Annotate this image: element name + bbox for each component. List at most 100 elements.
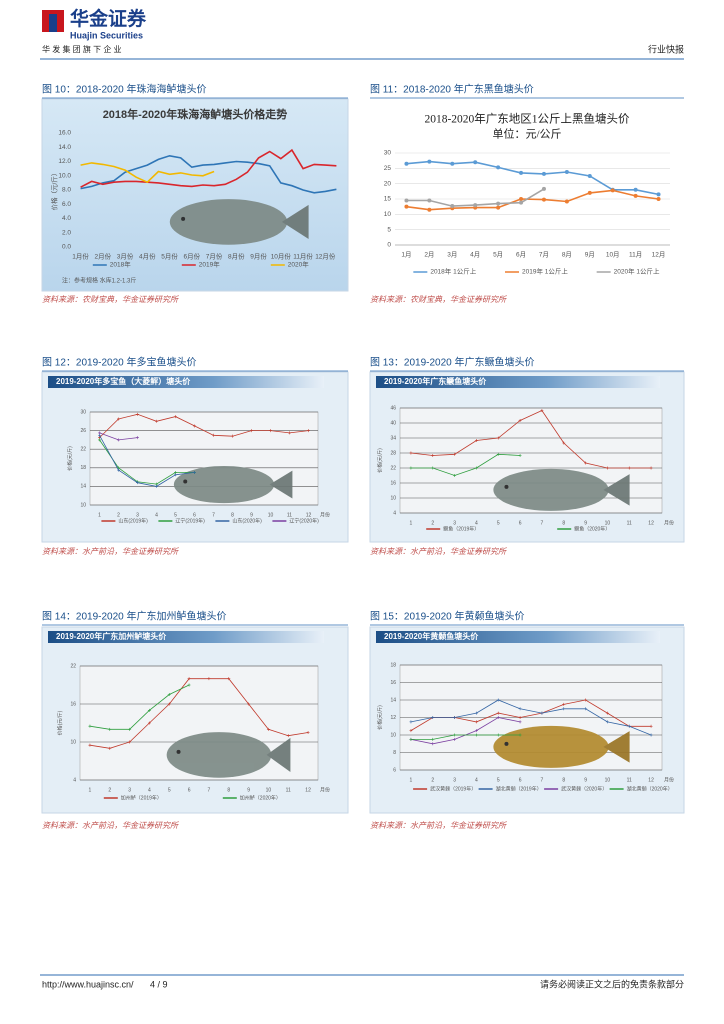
y-tick-label: 16 bbox=[390, 680, 396, 686]
point bbox=[474, 729, 478, 733]
point bbox=[409, 737, 413, 741]
point bbox=[496, 711, 500, 715]
point bbox=[587, 174, 592, 178]
point bbox=[227, 677, 231, 681]
x-tick-label: 8 bbox=[227, 787, 230, 793]
y-tick-label: 10 bbox=[390, 732, 396, 738]
fish-body bbox=[493, 468, 609, 511]
legend-label: 2019年 bbox=[199, 260, 220, 269]
y-tick-label: 30 bbox=[80, 409, 86, 415]
y-axis-label: 价格(元/斤) bbox=[376, 705, 383, 730]
point bbox=[136, 436, 139, 440]
point bbox=[136, 412, 139, 416]
figure-caption: 图 10：2018-2020 年珠海海鲈塘头价 bbox=[42, 83, 207, 96]
x-tick-label: 3 bbox=[453, 520, 456, 526]
fish-body bbox=[166, 732, 272, 778]
point bbox=[108, 727, 112, 731]
point bbox=[474, 720, 478, 724]
legend-label: 鳜鱼（2019年） bbox=[443, 525, 479, 532]
point bbox=[431, 737, 435, 741]
point bbox=[409, 451, 413, 455]
figure-source: 资料来源：水产前沿，华金证券研究所 bbox=[42, 821, 180, 830]
series-line bbox=[89, 678, 309, 749]
chart-title: 2019-2020年广东加州鲈塘头价 bbox=[56, 631, 167, 641]
fish-body bbox=[173, 465, 275, 504]
point bbox=[649, 724, 653, 728]
logo-icon-part bbox=[49, 14, 57, 32]
point bbox=[610, 188, 615, 193]
figure-caption: 图 12：2019-2020 年多宝鱼塘头价 bbox=[42, 356, 197, 369]
y-tick-label: 22 bbox=[80, 447, 86, 453]
y-tick-label: 18 bbox=[80, 465, 86, 471]
point bbox=[453, 733, 457, 737]
fish-photo bbox=[493, 468, 630, 511]
point bbox=[656, 197, 661, 201]
point bbox=[496, 452, 500, 456]
x-tick-label: 2 bbox=[431, 520, 434, 526]
chart: 2019-2020年广东鳜鱼塘头价410162228344046价格(元/斤)月… bbox=[369, 371, 685, 543]
x-tick-label: 2 bbox=[117, 512, 120, 518]
point bbox=[627, 724, 631, 728]
logo-en: Huajin Securities bbox=[70, 30, 143, 40]
y-tick-label: 4 bbox=[393, 510, 396, 516]
point bbox=[540, 711, 544, 715]
x-tick-label: 2 bbox=[431, 777, 434, 783]
y-axis-label: 价格(元/斤) bbox=[56, 710, 63, 735]
x-tick-label: 12 bbox=[306, 512, 312, 518]
point bbox=[409, 729, 413, 733]
series-line bbox=[410, 409, 652, 469]
x-tick-label: 12 bbox=[305, 787, 311, 793]
point bbox=[496, 205, 501, 210]
x-tick-label: 3 bbox=[453, 777, 456, 783]
point bbox=[474, 733, 478, 737]
chart-banner bbox=[376, 376, 660, 388]
series-line bbox=[80, 154, 337, 194]
legend-label: 2018年 1公斤上 bbox=[430, 267, 476, 276]
point bbox=[496, 698, 500, 702]
y-tick-label: 20 bbox=[384, 180, 392, 187]
disclaimer: 请务必阅读正文之后的免责条款部分 bbox=[540, 978, 684, 989]
x-tick-label: 6 bbox=[193, 512, 196, 518]
footer-url: http://www.huajinsc.cn/ bbox=[42, 979, 134, 989]
x-tick-label: 4 bbox=[475, 777, 478, 783]
figure-source: 资料来源：水产前沿，华金证券研究所 bbox=[370, 547, 508, 556]
x-tick-label: 5 bbox=[497, 520, 500, 526]
x-tick-label: 12月份 bbox=[315, 252, 336, 261]
point bbox=[519, 170, 524, 175]
series-line bbox=[99, 413, 309, 438]
point bbox=[473, 203, 478, 208]
y-tick-label: 2.0 bbox=[62, 229, 71, 236]
fish-eye bbox=[183, 479, 188, 484]
y-tick-label: 46 bbox=[390, 405, 396, 411]
x-tick-label: 10 bbox=[268, 512, 274, 518]
y-axis-label: 价格(元/斤) bbox=[66, 446, 73, 471]
point bbox=[562, 702, 566, 706]
figure-caption: 图 11：2018-2020 年广东黑鱼塘头价 bbox=[370, 83, 534, 96]
y-tick-label: 12.0 bbox=[58, 158, 71, 165]
y-tick-label: 15 bbox=[384, 196, 392, 203]
point bbox=[117, 468, 120, 472]
x-tick-label: 2月份 bbox=[95, 252, 112, 261]
x-tick-label: 11 bbox=[287, 512, 292, 518]
point bbox=[128, 740, 132, 744]
point bbox=[584, 707, 588, 711]
point bbox=[88, 724, 92, 728]
chart-banner bbox=[376, 631, 660, 643]
x-tick-label: 11 bbox=[627, 520, 632, 526]
point bbox=[541, 171, 546, 176]
y-tick-label: 14 bbox=[80, 484, 86, 490]
fish-eye bbox=[504, 741, 509, 746]
y-tick-label: 22 bbox=[70, 663, 76, 669]
figure-source: 资料来源：水产前沿，华金证券研究所 bbox=[370, 821, 508, 830]
fish-eye bbox=[181, 216, 186, 221]
y-tick-label: 6.0 bbox=[62, 201, 71, 208]
x-axis-label: 月份 bbox=[664, 519, 674, 526]
fish-tail bbox=[603, 474, 630, 506]
x-tick-label: 2 bbox=[108, 787, 111, 793]
chart-banner bbox=[48, 631, 324, 643]
point bbox=[496, 165, 501, 170]
point bbox=[266, 727, 270, 731]
x-tick-label: 9 bbox=[247, 787, 250, 793]
y-tick-label: 30 bbox=[384, 150, 392, 157]
